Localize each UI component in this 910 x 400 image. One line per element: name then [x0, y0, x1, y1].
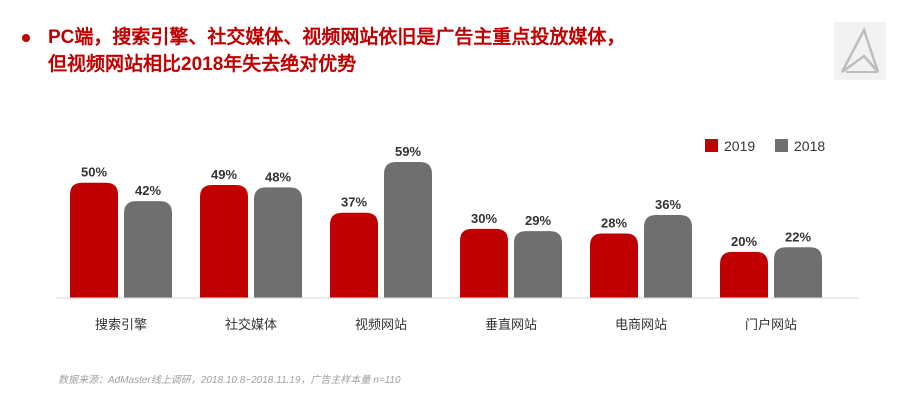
- category-label-4: 电商网站: [615, 317, 667, 332]
- page-title-line-2: 但视频网站相比2018年失去绝对优势: [48, 54, 357, 75]
- bar-2018-1: [254, 187, 302, 298]
- data-label-2018-2: 59%: [395, 144, 421, 159]
- bar-2018-3: [514, 231, 562, 298]
- data-label-2018-4: 36%: [655, 197, 681, 212]
- bar-2019-0: [70, 182, 118, 298]
- bar-2019-5: [720, 251, 768, 298]
- data-label-2019-4: 28%: [601, 215, 627, 230]
- legend-label-2019: 2019: [724, 138, 755, 154]
- data-label-2018-0: 42%: [135, 183, 161, 198]
- category-label-5: 门户网站: [745, 317, 797, 332]
- data-label-2019-5: 20%: [731, 234, 757, 249]
- bar-2018-0: [124, 201, 172, 298]
- data-label-2018-1: 48%: [265, 169, 291, 184]
- legend-label-2018: 2018: [794, 138, 825, 154]
- title-bullet: [22, 34, 30, 42]
- brand-logo-icon: [834, 22, 886, 80]
- bar-2018-4: [644, 215, 692, 298]
- category-label-3: 垂直网站: [485, 317, 537, 332]
- bar-2018-5: [774, 247, 822, 298]
- bar-2018-2: [384, 162, 432, 298]
- data-label-2019-0: 50%: [81, 165, 107, 180]
- legend-swatch-2019: [705, 139, 718, 152]
- chart-legend: 2019 2018: [705, 138, 825, 154]
- bar-2019-2: [330, 212, 378, 298]
- data-label-2019-3: 30%: [471, 211, 497, 226]
- source-note: 数据来源：AdMaster线上调研，2018.10.8~2018.11.19，广…: [58, 375, 401, 386]
- bar-2019-3: [460, 228, 508, 298]
- category-label-2: 视频网站: [355, 317, 407, 332]
- chart-labels: 50% 42% 搜索引擎 49% 48% 社交媒体 37% 59% 视频网站 30% 29% 垂直网站…: [81, 144, 811, 332]
- page-title-line-1: PC端，搜索引擎、社交媒体、视频网站依旧是广告主重点投放媒体，: [48, 27, 626, 48]
- legend-swatch-2018: [775, 139, 788, 152]
- bar-2019-4: [590, 233, 638, 298]
- data-label-2019-2: 37%: [341, 195, 367, 210]
- category-label-1: 社交媒体: [225, 317, 277, 332]
- data-label-2018-5: 22%: [785, 229, 811, 244]
- data-label-2019-1: 49%: [211, 167, 237, 182]
- data-label-2018-3: 29%: [525, 213, 551, 228]
- category-label-0: 搜索引擎: [95, 317, 147, 332]
- bar-2019-1: [200, 185, 248, 298]
- chart-bars: [70, 162, 822, 298]
